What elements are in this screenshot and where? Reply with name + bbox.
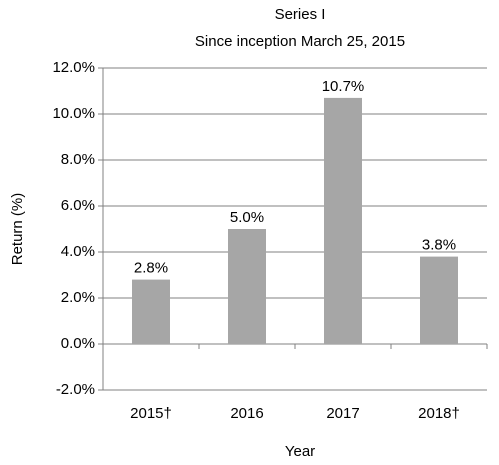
data-label: 3.8% — [422, 237, 456, 254]
chart-subtitle: Since inception March 25, 2015 — [195, 33, 405, 50]
x-tick-label: 2018† — [418, 405, 460, 422]
x-tick-label: 2016 — [230, 405, 263, 422]
y-tick-label: 12.0% — [52, 59, 95, 76]
y-tick-label: 6.0% — [61, 197, 95, 214]
x-tick-label: 2015† — [130, 405, 172, 422]
chart-title: Series I — [275, 6, 326, 23]
bar — [228, 229, 266, 344]
x-axis-label: Year — [285, 443, 315, 460]
y-tick-label: 0.0% — [61, 335, 95, 352]
y-tick-label: -2.0% — [56, 381, 95, 398]
data-label: 2.8% — [134, 260, 168, 277]
y-tick-label: 8.0% — [61, 151, 95, 168]
y-tick-label: 2.0% — [61, 289, 95, 306]
y-tick-label: 4.0% — [61, 243, 95, 260]
bar — [324, 97, 362, 345]
y-axis-label: Return (%) — [9, 193, 26, 266]
data-label: 5.0% — [230, 209, 264, 226]
bar — [420, 256, 458, 344]
x-tick-label: 2017 — [326, 405, 359, 422]
bar — [132, 279, 170, 344]
data-label: 10.7% — [322, 78, 365, 95]
y-tick-label: 10.0% — [52, 105, 95, 122]
